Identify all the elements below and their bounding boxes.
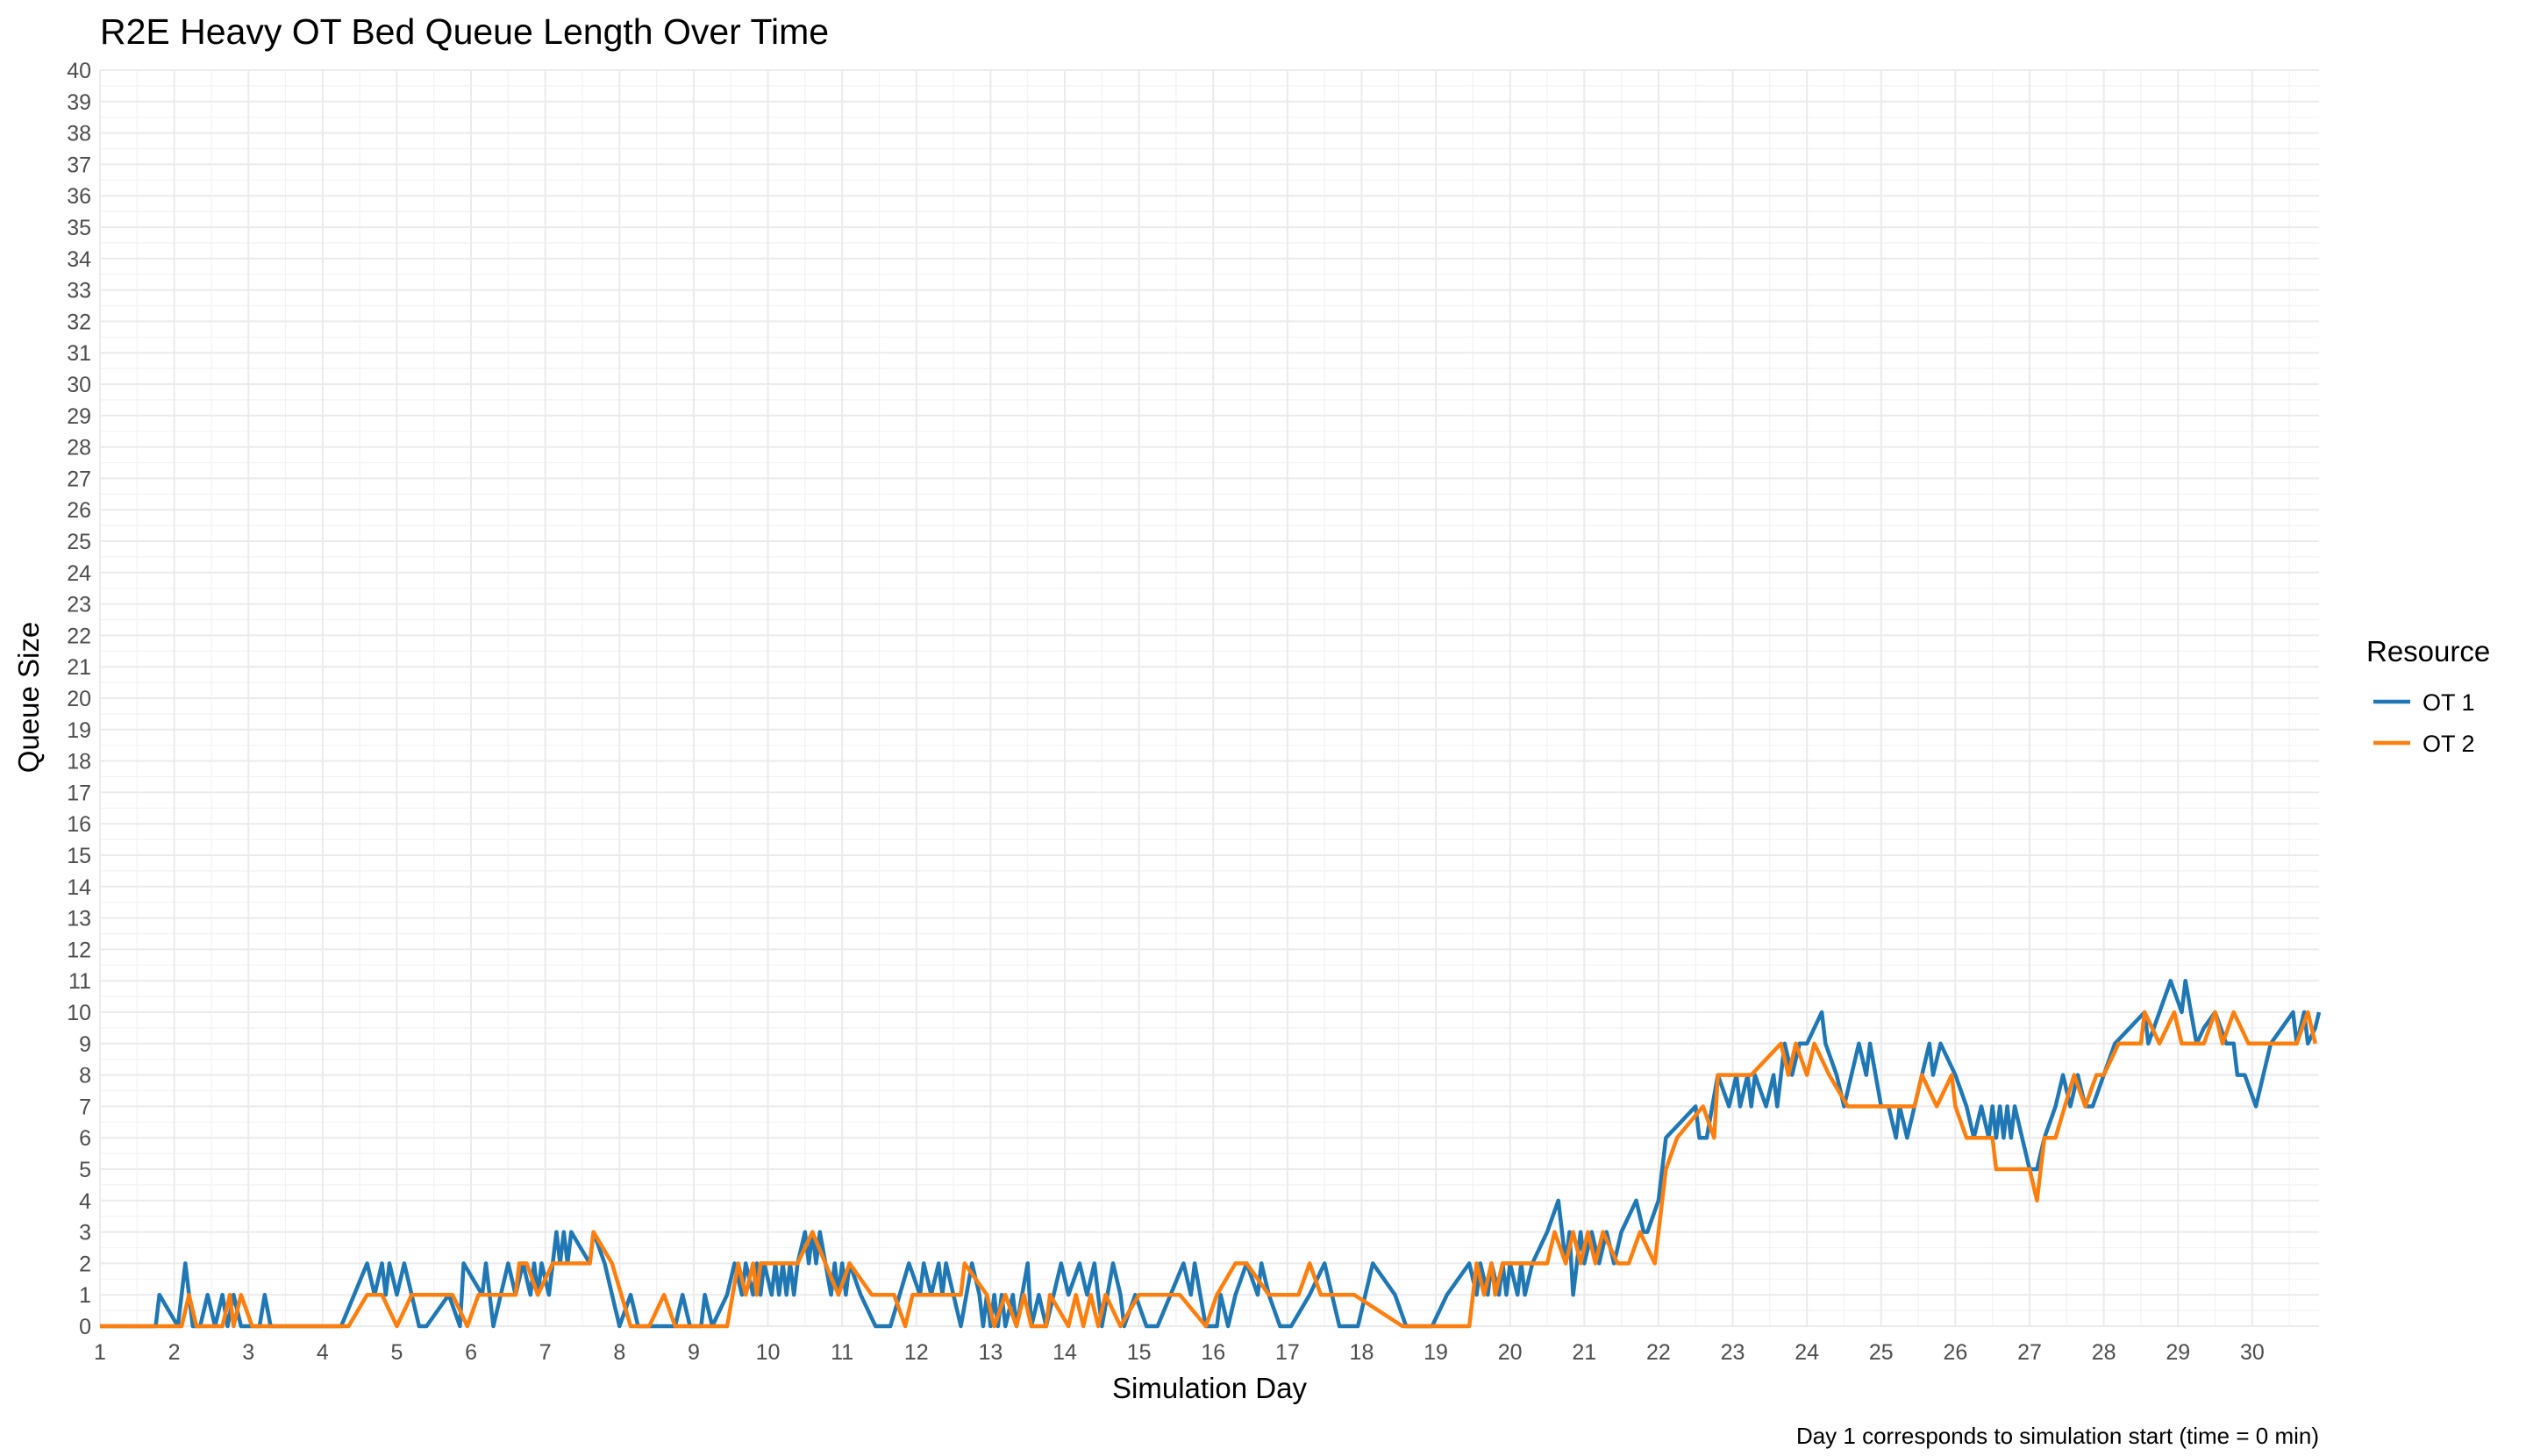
x-tick-label: 19 [1424, 1340, 1448, 1365]
minor-gridlines [100, 70, 2319, 1326]
y-tick-label: 6 [79, 1126, 91, 1151]
y-tick-label: 12 [67, 938, 91, 962]
x-tick-label: 1 [94, 1340, 106, 1365]
y-axis-ticks: 0123456789101112131415161718192021222324… [67, 59, 91, 1339]
y-tick-label: 30 [67, 373, 91, 397]
y-tick-label: 3 [79, 1221, 91, 1245]
y-tick-label: 1 [79, 1283, 91, 1308]
y-tick-label: 38 [67, 122, 91, 146]
y-tick-label: 17 [67, 781, 91, 805]
x-tick-label: 8 [613, 1340, 625, 1365]
major-gridlines [99, 69, 2319, 1327]
y-tick-label: 29 [67, 404, 91, 429]
x-tick-label: 26 [1943, 1340, 1967, 1365]
y-tick-label: 37 [67, 153, 91, 177]
x-tick-label: 13 [978, 1340, 1003, 1365]
y-tick-label: 0 [79, 1315, 91, 1339]
x-tick-label: 5 [391, 1340, 403, 1365]
x-axis-ticks: 1 2 3 4 5 6 7 8 9 10 11 12 13 14 15 16 17 18 19 20 21 22 23 24 2… [94, 1340, 2265, 1365]
y-tick-label: 34 [67, 247, 91, 272]
x-tick-label: 11 [831, 1340, 853, 1365]
x-tick-label: 9 [688, 1340, 700, 1365]
y-tick-label: 9 [79, 1032, 91, 1057]
y-tick-label: 25 [67, 530, 91, 554]
x-tick-label: 29 [2166, 1340, 2190, 1365]
y-tick-label: 19 [67, 718, 91, 743]
x-tick-label: 15 [1127, 1340, 1152, 1365]
y-tick-label: 21 [67, 655, 91, 680]
x-tick-label: 22 [1646, 1340, 1671, 1365]
series-layer [100, 978, 2322, 1329]
x-tick-label: 14 [1052, 1340, 1077, 1365]
x-axis-title: Simulation Day [1112, 1372, 1307, 1404]
series-line-ot1 [100, 978, 2322, 1329]
x-tick-label: 27 [2017, 1340, 2042, 1365]
x-tick-label: 7 [539, 1340, 552, 1365]
x-tick-label: 21 [1572, 1340, 1596, 1365]
y-tick-label: 31 [67, 341, 91, 366]
series-line-ot2 [100, 1010, 2317, 1329]
y-tick-label: 23 [67, 593, 91, 617]
chart-title: R2E Heavy OT Bed Queue Length Over Time [100, 11, 829, 52]
x-tick-label: 10 [756, 1340, 781, 1365]
legend-label-ot2: OT 2 [2423, 731, 2475, 757]
y-tick-label: 11 [68, 969, 91, 994]
y-tick-label: 22 [67, 624, 91, 648]
legend-title: Resource [2366, 635, 2490, 667]
legend-item-ot1: OT 1 [2373, 689, 2475, 716]
x-tick-label: 2 [168, 1340, 181, 1365]
x-tick-label: 16 [1201, 1340, 1225, 1365]
y-tick-label: 14 [67, 875, 91, 900]
x-tick-label: 30 [2240, 1340, 2265, 1365]
y-tick-label: 15 [67, 844, 91, 868]
x-tick-label: 4 [317, 1340, 329, 1365]
y-tick-label: 35 [67, 216, 91, 240]
y-tick-label: 8 [79, 1064, 91, 1088]
y-tick-label: 5 [79, 1158, 91, 1182]
x-tick-label: 12 [904, 1340, 929, 1365]
x-tick-label: 18 [1350, 1340, 1374, 1365]
x-tick-label: 24 [1795, 1340, 1819, 1365]
y-tick-label: 4 [79, 1189, 91, 1214]
y-tick-label: 10 [67, 1001, 91, 1025]
y-axis-title: Queue Size [12, 622, 45, 773]
y-tick-label: 39 [67, 90, 91, 115]
x-tick-label: 23 [1721, 1340, 1745, 1365]
y-tick-label: 16 [67, 812, 91, 837]
y-tick-label: 13 [67, 907, 91, 931]
x-tick-label: 17 [1275, 1340, 1300, 1365]
y-tick-label: 36 [67, 184, 91, 209]
x-tick-label: 3 [242, 1340, 254, 1365]
y-tick-label: 18 [67, 750, 91, 774]
chart-caption: Day 1 corresponds to simulation start (t… [1796, 1423, 2319, 1449]
x-tick-label: 20 [1498, 1340, 1523, 1365]
legend: Resource OT 1 OT 2 [2366, 635, 2490, 757]
y-tick-label: 26 [67, 498, 91, 523]
y-tick-label: 7 [79, 1095, 91, 1119]
y-tick-label: 27 [67, 467, 91, 491]
y-tick-label: 2 [79, 1252, 91, 1276]
y-tick-label: 28 [67, 436, 91, 460]
x-tick-label: 6 [465, 1340, 477, 1365]
y-tick-label: 24 [67, 561, 91, 586]
x-tick-label: 28 [2092, 1340, 2116, 1365]
y-tick-label: 20 [67, 687, 91, 711]
legend-item-ot2: OT 2 [2373, 731, 2475, 757]
y-tick-label: 33 [67, 279, 91, 303]
y-tick-label: 32 [67, 310, 91, 334]
y-tick-label: 40 [67, 59, 91, 83]
legend-label-ot1: OT 1 [2423, 689, 2475, 716]
x-tick-label: 25 [1869, 1340, 1894, 1365]
